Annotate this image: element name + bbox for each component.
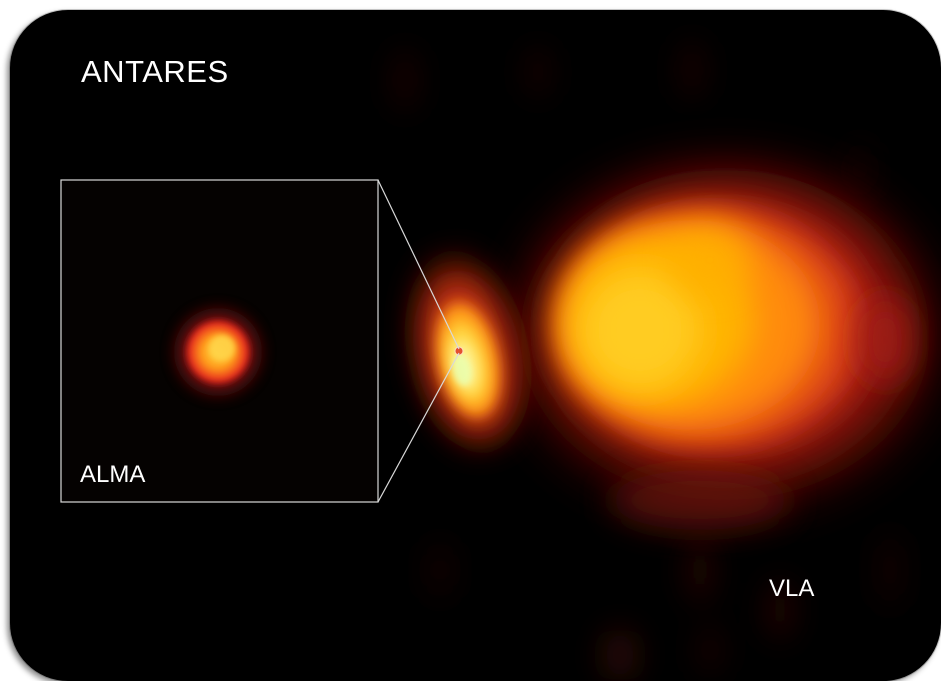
- alma-label: ALMA: [80, 461, 146, 488]
- image-title: ANTARES: [81, 54, 229, 89]
- vla-label: VLA: [769, 575, 815, 602]
- star-core: [415, 258, 521, 446]
- vla-cloud: [520, 170, 930, 530]
- image-frame: ANTARES ALMA VLA: [10, 10, 941, 681]
- zoom-lines: [377, 179, 460, 503]
- radio-image: [60, 40, 930, 681]
- background-streaks: [395, 40, 900, 681]
- alma-inset: [60, 179, 379, 503]
